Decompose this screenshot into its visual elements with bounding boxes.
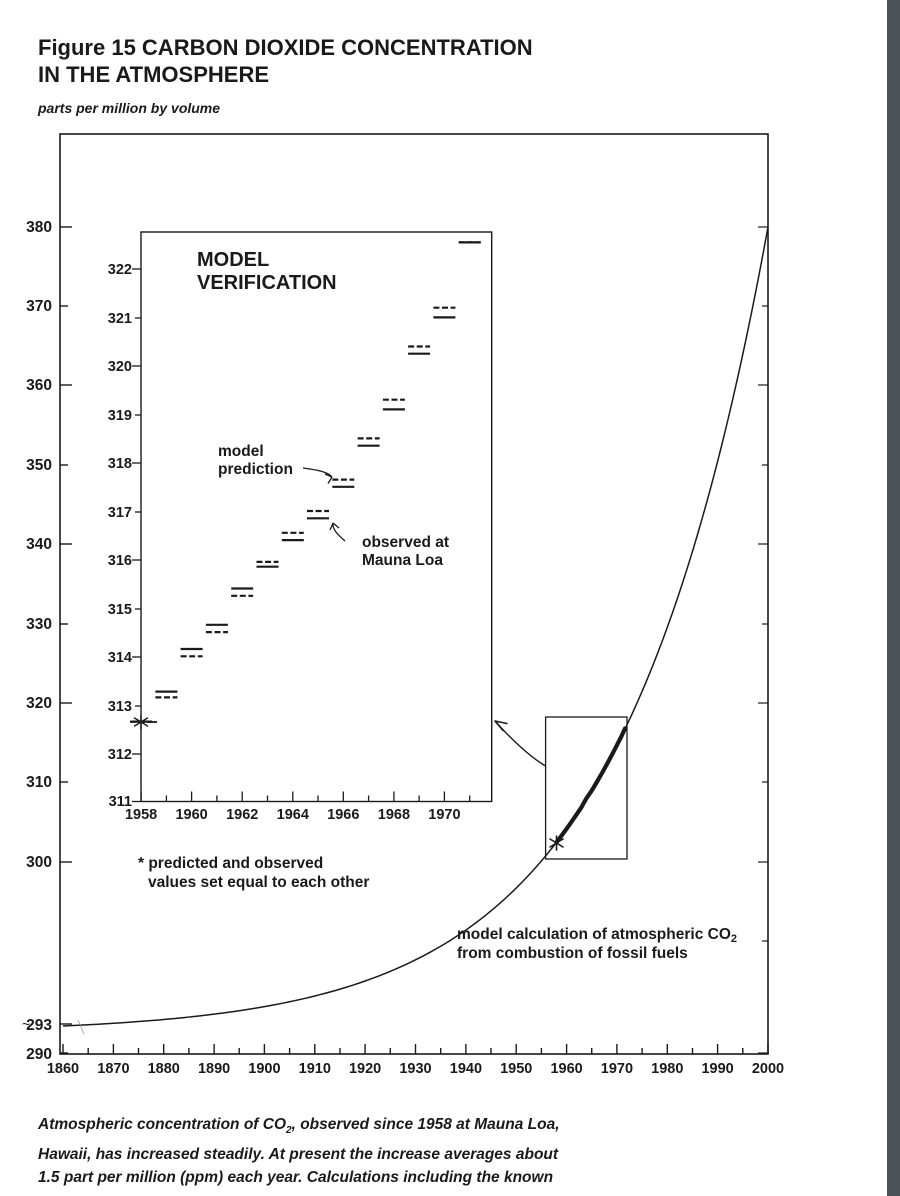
svg-text:1960: 1960 <box>175 807 207 823</box>
svg-text:320: 320 <box>108 359 132 375</box>
svg-text:321: 321 <box>108 311 132 327</box>
svg-text:1980: 1980 <box>651 1061 683 1077</box>
svg-text:315: 315 <box>108 602 132 618</box>
svg-text:300: 300 <box>26 854 52 871</box>
svg-text:values set equal to each other: values set equal to each other <box>148 874 369 891</box>
svg-text:1950: 1950 <box>500 1061 532 1077</box>
svg-text:1970: 1970 <box>428 807 460 823</box>
svg-text:Mauna Loa: Mauna Loa <box>362 552 443 569</box>
svg-text:1930: 1930 <box>399 1061 431 1077</box>
svg-text:312: 312 <box>108 747 132 763</box>
svg-text:model: model <box>218 443 264 460</box>
svg-text:model calculation of atmospher: model calculation of atmospheric CO2 <box>457 926 737 945</box>
svg-text:~: ~ <box>22 1016 30 1032</box>
svg-text:1958: 1958 <box>125 807 157 823</box>
svg-text:1910: 1910 <box>299 1061 331 1077</box>
svg-text:1920: 1920 <box>349 1061 381 1077</box>
svg-text:340: 340 <box>26 536 52 553</box>
svg-text:1870: 1870 <box>97 1061 129 1077</box>
svg-text:MODEL: MODEL <box>197 249 269 271</box>
svg-text:1960: 1960 <box>550 1061 582 1077</box>
svg-text:330: 330 <box>26 616 52 633</box>
svg-text:1990: 1990 <box>701 1061 733 1077</box>
svg-text:1968: 1968 <box>378 807 410 823</box>
svg-text:370: 370 <box>26 298 52 315</box>
svg-text:1962: 1962 <box>226 807 258 823</box>
svg-text:prediction: prediction <box>218 461 293 478</box>
svg-text:1964: 1964 <box>277 807 309 823</box>
svg-text:313: 313 <box>108 699 132 715</box>
svg-text:VERIFICATION: VERIFICATION <box>197 272 337 294</box>
svg-text:317: 317 <box>108 505 132 521</box>
svg-text:1940: 1940 <box>450 1061 482 1077</box>
svg-text:310: 310 <box>26 774 52 791</box>
svg-text:1880: 1880 <box>148 1061 180 1077</box>
svg-text:2000: 2000 <box>752 1061 784 1077</box>
svg-text:314: 314 <box>108 650 132 666</box>
svg-text:380: 380 <box>26 219 52 236</box>
svg-text:observed at: observed at <box>362 534 449 551</box>
svg-text:from combustion of fossil fuel: from combustion of fossil fuels <box>457 945 688 962</box>
svg-text:1860: 1860 <box>47 1061 79 1077</box>
svg-text:360: 360 <box>26 377 52 394</box>
svg-text:318: 318 <box>108 456 132 472</box>
svg-text:1890: 1890 <box>198 1061 230 1077</box>
svg-text:1966: 1966 <box>327 807 359 823</box>
svg-text:350: 350 <box>26 457 52 474</box>
svg-text:1970: 1970 <box>601 1061 633 1077</box>
svg-text:319: 319 <box>108 408 132 424</box>
svg-text:316: 316 <box>108 553 132 569</box>
svg-text:320: 320 <box>26 695 52 712</box>
svg-text:* predicted and observed: * predicted and observed <box>138 855 323 872</box>
svg-text:1900: 1900 <box>248 1061 280 1077</box>
svg-text:322: 322 <box>108 262 132 278</box>
